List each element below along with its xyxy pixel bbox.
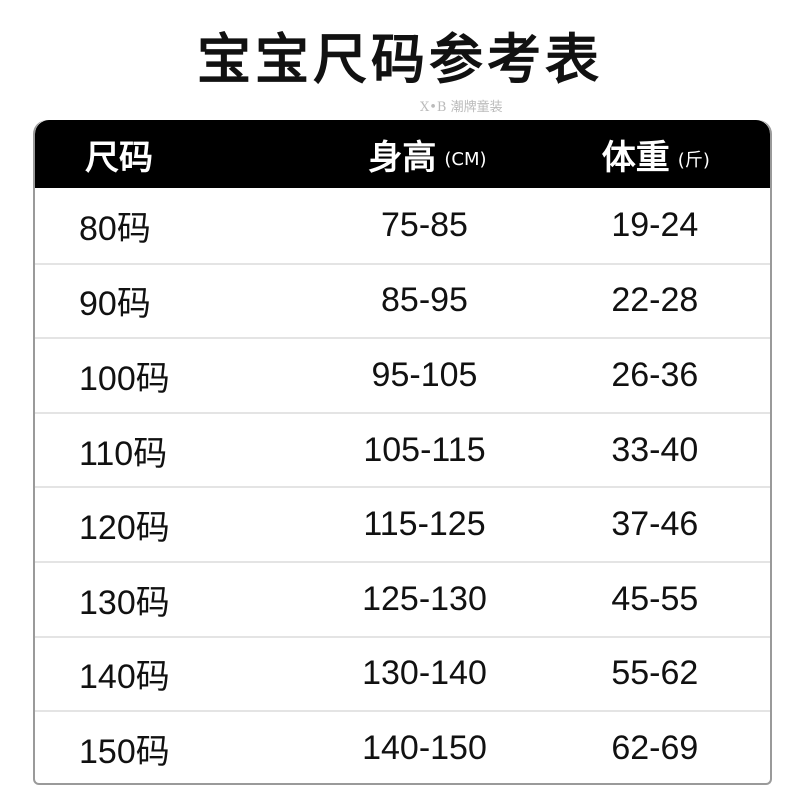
size-cell: 140码	[79, 658, 170, 697]
height-cell: 105-115	[363, 430, 486, 469]
weight-cell: 62-69	[611, 728, 699, 767]
height-cell: 130-140	[362, 654, 487, 693]
height-cell: 125-130	[362, 579, 487, 618]
size-cell: 110码	[79, 434, 168, 473]
table-row: 100码 95-105 26-36	[35, 337, 770, 412]
weight-cell: 26-36	[611, 355, 699, 394]
table-row: 130码 125-130 45-55	[35, 560, 770, 636]
header-weight: 体重 (斤)	[542, 120, 770, 188]
watermark: X•B 潮牌童装	[420, 100, 503, 115]
header-weight-label: 体重	[601, 137, 670, 178]
table-row: 90码 85-95 22-28	[35, 262, 770, 338]
table-row: 150码 140-150 62-69	[35, 710, 770, 783]
header-weight-unit: (斤)	[677, 150, 710, 171]
header-height-unit: (CM)	[444, 148, 487, 170]
weight-cell: 33-40	[611, 430, 699, 469]
header-size: 尺码	[35, 120, 313, 188]
table-row: 80码 75-85 19-24	[35, 188, 770, 263]
table-row: 120码 115-125 37-46	[35, 486, 770, 561]
table-header: 尺码 身高 (CM) 体重 (斤)	[35, 120, 770, 188]
header-height-label: 身高	[368, 137, 437, 178]
weight-cell: 19-24	[611, 205, 699, 244]
weight-cell: 55-62	[611, 654, 699, 693]
size-cell: 80码	[79, 209, 151, 248]
page-title: 宝宝尺码参考表	[197, 28, 603, 91]
table-row: 110码 105-115 33-40	[35, 411, 770, 487]
size-table: 尺码 身高 (CM) 体重 (斤) 80码 75-85 19-24 90码 85-95 22-…	[33, 120, 772, 785]
size-cell: 130码	[79, 583, 170, 622]
height-cell: 140-150	[362, 728, 487, 767]
header-height: 身高 (CM)	[313, 120, 541, 188]
size-cell: 120码	[79, 509, 170, 548]
height-cell: 115-125	[363, 505, 486, 544]
header-size-label: 尺码	[85, 137, 153, 178]
weight-cell: 37-46	[611, 505, 699, 544]
table-row: 140码 130-140 55-62	[35, 635, 770, 711]
height-cell: 75-85	[381, 205, 468, 244]
height-cell: 95-105	[371, 355, 478, 394]
size-cell: 90码	[79, 285, 151, 324]
size-cell: 100码	[79, 359, 170, 398]
weight-cell: 22-28	[611, 281, 699, 320]
height-cell: 85-95	[381, 281, 468, 320]
table-body: 80码 75-85 19-24 90码 85-95 22-28 100码 95-105 26-3…	[35, 188, 770, 783]
weight-cell: 45-55	[611, 579, 699, 618]
size-cell: 150码	[79, 732, 170, 771]
